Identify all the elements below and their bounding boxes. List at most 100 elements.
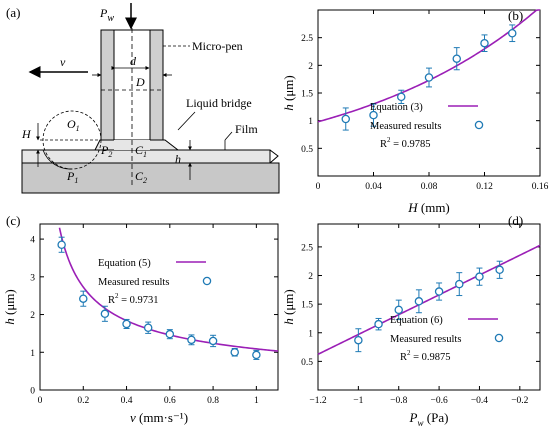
measured-point xyxy=(341,114,350,124)
measured-point xyxy=(507,28,517,38)
micro-pen-label: Micro-pen xyxy=(192,39,243,53)
measured-point xyxy=(424,73,434,82)
outer-diameter-label: D xyxy=(135,75,145,89)
x-tick-label: 0 xyxy=(38,396,43,406)
legend-measured-marker xyxy=(474,120,484,130)
x-tick-label: 0.8 xyxy=(207,396,219,406)
measured-point xyxy=(143,323,153,332)
x-tick-label: 0.12 xyxy=(476,182,493,192)
plot-frame xyxy=(39,223,279,391)
y-tick-label: 2.5 xyxy=(301,34,313,44)
inner-diameter-label: d xyxy=(130,54,137,68)
panel-a-diagram: (a) Pw d D Micro-pen Liquid bridge xyxy=(6,3,280,194)
film-label: Film xyxy=(235,122,258,136)
x-axis-label: v (mm·s⁻¹) xyxy=(130,410,188,425)
y-tick-label: 0.5 xyxy=(301,358,313,368)
legend-measured-label: Measured results xyxy=(390,334,461,345)
measured-point xyxy=(208,336,218,346)
legend-equation-label: Equation (6) xyxy=(390,315,443,326)
x-axis-label: Pw (Pa) xyxy=(409,410,449,427)
panel-a-label: (a) xyxy=(6,5,20,20)
x-tick-label: −1.2 xyxy=(309,396,326,406)
y-tick-label: 2 xyxy=(30,311,35,321)
measured-point xyxy=(57,240,66,249)
measured-point xyxy=(475,272,484,281)
panel-d-label: (d) xyxy=(508,213,523,228)
film-thickness-label: h xyxy=(175,152,181,166)
y-tick-label: 0.5 xyxy=(301,145,313,155)
x-tick-label: 0.4 xyxy=(121,396,133,406)
legend-r2: R2 = 0.9785 xyxy=(380,136,431,150)
x-tick-label: 0.16 xyxy=(532,182,549,192)
measured-point xyxy=(452,54,461,63)
x-tick-label: −1 xyxy=(353,396,363,406)
y-tick-label: 2 xyxy=(308,272,313,282)
measured-point xyxy=(434,287,444,296)
gap-label: H xyxy=(21,127,32,141)
y-tick-label: 0 xyxy=(30,387,35,397)
x-tick-label: 0.08 xyxy=(421,182,438,192)
measured-point xyxy=(165,329,175,339)
x-tick-label: −0.2 xyxy=(511,396,528,406)
y-tick-label: 1.5 xyxy=(301,90,313,100)
y-axis-label: h (μm) xyxy=(2,289,17,325)
chart-c: 0 0.2 0.4 0.6 0.8 1 0 1 2 3 4 v (mm·s⁻¹) h (μm) Equat… xyxy=(2,223,279,425)
pressure-label: Pw xyxy=(99,6,114,24)
y-tick-label: 2.5 xyxy=(301,243,313,253)
c2-label: C2 xyxy=(135,169,147,185)
measured-point xyxy=(394,305,403,315)
liquid-bridge-label: Liquid bridge xyxy=(186,96,252,110)
measured-point xyxy=(396,92,406,102)
y-tick-label: 1 xyxy=(308,329,313,339)
plot-frame xyxy=(317,9,541,177)
measured-point xyxy=(414,297,424,306)
o1-label: O1 xyxy=(67,117,80,133)
equation-curve xyxy=(317,9,540,123)
measured-point xyxy=(100,309,110,319)
p1-label: P1 xyxy=(66,169,78,185)
legend-measured-label: Measured results xyxy=(370,121,441,132)
y-axis-label: h (μm) xyxy=(281,75,296,111)
x-tick-label: −0.6 xyxy=(430,396,447,406)
panel-c-label: (c) xyxy=(6,213,20,228)
measured-point xyxy=(187,335,196,345)
chart-b: 0 0.04 0.08 0.12 0.16 0.5 1 1.5 2 2.5 H (mm) h (μm)… xyxy=(281,9,549,215)
legend-equation-label: Equation (5) xyxy=(98,258,151,269)
measured-point xyxy=(374,319,383,329)
legend-equation-label: Equation (3) xyxy=(370,102,423,113)
x-axis-label: H (mm) xyxy=(407,200,450,215)
measured-point xyxy=(455,279,464,289)
y-tick-label: 3 xyxy=(30,273,35,283)
x-tick-label: 0.2 xyxy=(77,396,89,406)
y-tick-label: 1 xyxy=(308,117,313,127)
legend-measured-label: Measured results xyxy=(98,277,169,288)
x-tick-label: −0.8 xyxy=(390,396,407,406)
c1-label: C1 xyxy=(135,143,147,159)
measured-point xyxy=(79,294,88,303)
x-tick-label: −0.4 xyxy=(471,396,488,406)
measured-point xyxy=(230,348,239,357)
x-tick-label: 0 xyxy=(316,182,321,192)
y-tick-label: 1.5 xyxy=(301,301,313,311)
x-tick-label: 0.04 xyxy=(365,182,382,192)
y-tick-label: 2 xyxy=(308,62,313,72)
measured-point xyxy=(480,38,489,48)
panel-b-label: (b) xyxy=(508,8,523,23)
x-tick-label: 1 xyxy=(254,396,259,406)
legend-measured-marker xyxy=(494,333,504,343)
velocity-label: v xyxy=(60,55,66,69)
legend-r2: R2 = 0.9875 xyxy=(400,349,451,363)
legend-r2: R2 = 0.9731 xyxy=(108,292,159,306)
x-tick-label: 0.6 xyxy=(164,396,176,406)
measured-point xyxy=(369,110,378,120)
measured-point xyxy=(354,335,363,345)
equation-curve xyxy=(317,244,541,355)
p2-label: P2 xyxy=(100,143,112,159)
measured-point xyxy=(495,265,504,275)
measured-point xyxy=(252,350,261,360)
measured-point xyxy=(122,319,131,329)
y-axis-label: h (μm) xyxy=(281,289,296,325)
y-tick-label: 4 xyxy=(30,236,35,246)
y-tick-label: 1 xyxy=(30,349,35,359)
